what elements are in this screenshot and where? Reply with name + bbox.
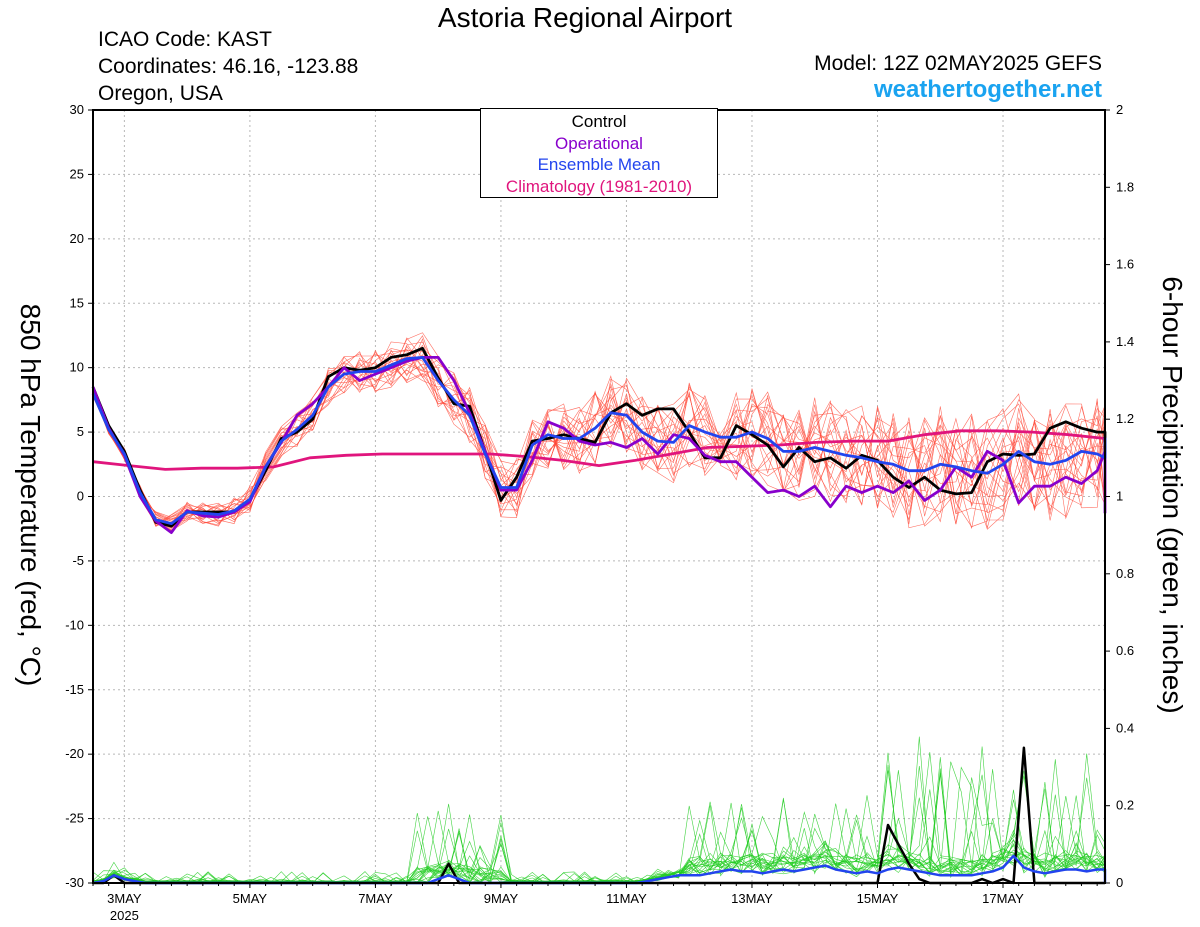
website-link[interactable]: weathertogether.net [873, 76, 1102, 103]
x-tick-label: 17MAY [982, 891, 1024, 906]
temp-member-line [92, 359, 1106, 527]
x-tick-label: 7MAY [358, 891, 393, 906]
y-tick-label-right: 0.4 [1116, 720, 1134, 735]
temp-member-line [92, 345, 1106, 529]
series-ensemble-mean [91, 355, 1107, 525]
y-tick-label-right: 1.4 [1116, 334, 1134, 349]
y-tick-label-right: 0 [1116, 875, 1123, 890]
x-tick-label: 9MAY [484, 891, 519, 906]
y-tick-label-left: -10 [65, 617, 84, 632]
precip-member-line [92, 765, 1106, 884]
legend-entry-control: Control [571, 112, 627, 131]
precip-member-line [92, 772, 1106, 884]
y-tick-label-left: -15 [65, 682, 84, 697]
x-tick-year: 2025 [110, 908, 139, 923]
temp-member-line [92, 364, 1106, 519]
icao-code: ICAO Code: KAST [98, 28, 272, 51]
x-tick-label: 13MAY [731, 891, 773, 906]
x-tick-label: 11MAY [606, 891, 647, 906]
y-tick-label-right: 0.6 [1116, 643, 1134, 658]
precip-member-line [92, 736, 1106, 884]
axis-ticks: 302520151050-5-10-15-20-25-3021.81.61.41… [65, 102, 1134, 923]
y-tick-label-left: -30 [65, 875, 84, 890]
y-tick-label-left: -25 [65, 811, 84, 826]
y-tick-label-left: 20 [70, 231, 84, 246]
precip-member-line [92, 752, 1106, 884]
y-tick-label-right: 1 [1116, 489, 1123, 504]
x-tick-label: 5MAY [233, 891, 268, 906]
y-tick-label-right: 0.2 [1116, 798, 1134, 813]
precip-member-line [92, 752, 1106, 884]
temp-member-line [92, 335, 1106, 525]
legend-entry-climatology: Climatology (1981-2010) [505, 176, 693, 196]
temp-member-line [92, 338, 1106, 525]
legend-entry-operational: Operational [555, 133, 643, 153]
y-tick-label-left: 0 [77, 489, 84, 504]
precip-member-line [92, 766, 1106, 884]
y-tick-label-right: 1.6 [1116, 257, 1134, 272]
precip-member-line [92, 768, 1106, 884]
y-tick-label-right: 1.8 [1116, 179, 1134, 194]
legend-entry-ensemble-mean: Ensemble Mean [537, 155, 661, 174]
coordinates: Coordinates: 46.16, -123.88 [98, 55, 359, 78]
y-tick-label-right: 2 [1116, 102, 1123, 117]
y-tick-label-left: 5 [77, 424, 84, 439]
temp-member-line [92, 341, 1106, 527]
y-tick-label-left: -5 [72, 553, 84, 568]
legend: Control Operational Ensemble Mean Climat… [480, 108, 718, 198]
precip-member-line [92, 777, 1106, 884]
region: Oregon, USA [98, 82, 223, 105]
series-climatology-1981-2010- [92, 429, 1106, 471]
y-tick-label-left: 10 [70, 360, 84, 375]
x-tick-label: 3MAY [107, 891, 142, 906]
grid-lines [93, 110, 1105, 883]
precip-member-line [92, 757, 1106, 884]
y-tick-label-right: 1.2 [1116, 411, 1134, 426]
y-tick-label-left: 15 [70, 295, 84, 310]
y-tick-label-left: 30 [70, 102, 84, 117]
y-tick-label-left: -20 [65, 746, 84, 761]
y-tick-label-right: 0.8 [1116, 566, 1134, 581]
chart-title: Astoria Regional Airport [437, 2, 733, 33]
ensemble-members [92, 332, 1106, 884]
model-run: Model: 12Z 02MAY2025 GEFS [814, 52, 1102, 75]
x-tick-label: 15MAY [857, 891, 899, 906]
y-tick-label-left: 25 [70, 166, 84, 181]
temp-member-line [92, 341, 1106, 529]
precip-member-line [92, 766, 1106, 884]
